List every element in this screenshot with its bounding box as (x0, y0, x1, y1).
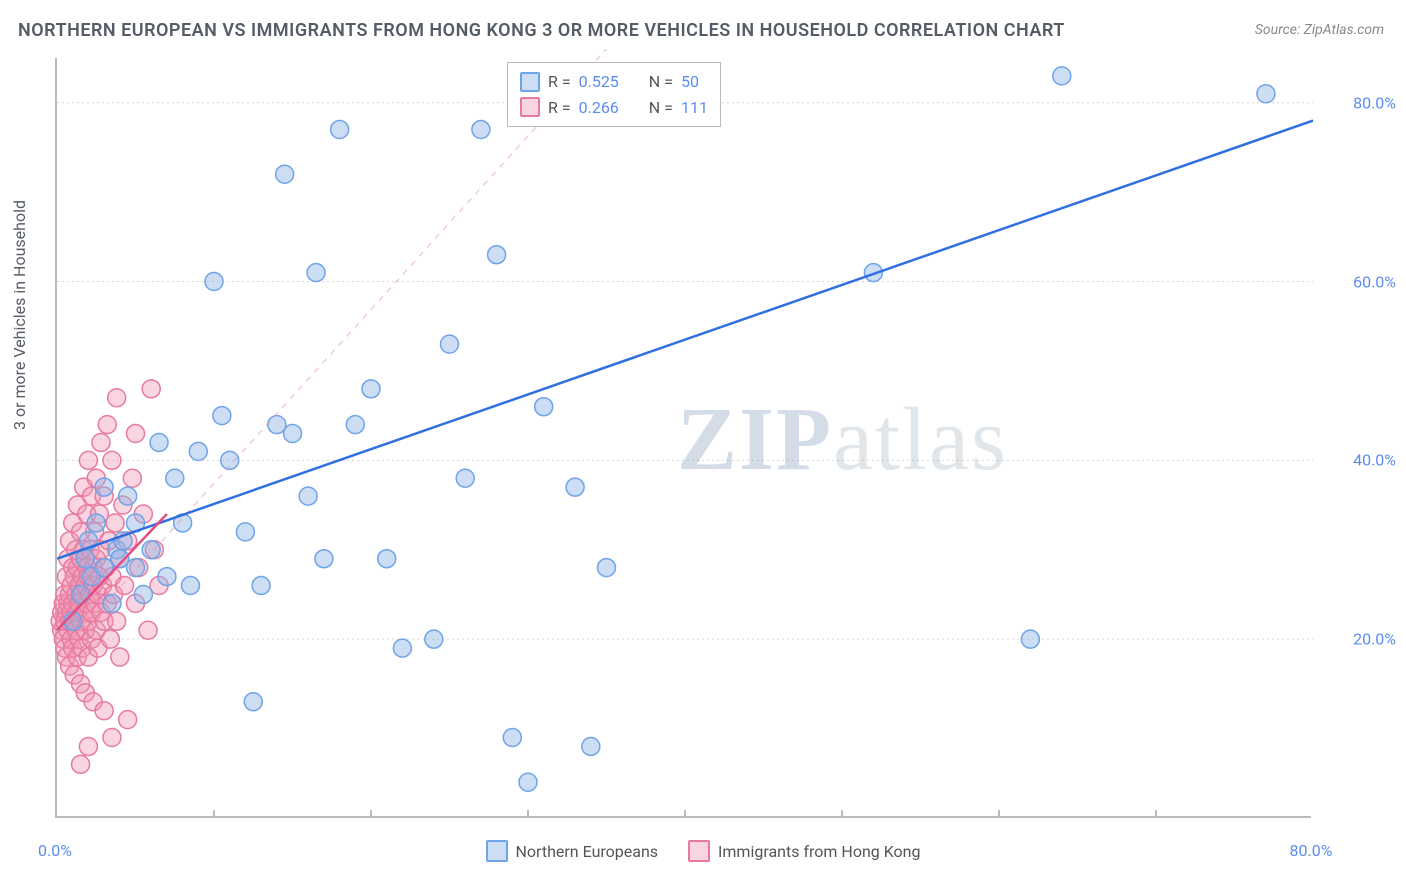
data-point (425, 630, 443, 648)
data-point (119, 487, 137, 505)
stat-n-value: 111 (681, 95, 708, 121)
data-point (123, 469, 141, 487)
data-point (535, 398, 553, 416)
stat-r-value: 0.525 (579, 69, 619, 95)
data-point (362, 380, 380, 398)
data-point (166, 469, 184, 487)
legend-label: Northern Europeans (516, 842, 659, 861)
data-point (127, 559, 145, 577)
stats-row: R = 0.525 N = 50 (520, 69, 708, 95)
y-tick-label: 80.0% (1353, 93, 1396, 112)
data-point (441, 335, 459, 353)
data-point (95, 478, 113, 496)
data-point (181, 577, 199, 595)
data-point (79, 737, 97, 755)
data-point (103, 729, 121, 747)
data-point (268, 416, 286, 434)
data-point (315, 550, 333, 568)
legend-swatch (520, 97, 540, 117)
data-point (472, 121, 490, 139)
data-point (299, 487, 317, 505)
chart-container: NORTHERN EUROPEAN VS IMMIGRANTS FROM HON… (0, 0, 1406, 892)
data-point (393, 639, 411, 657)
data-point (276, 165, 294, 183)
data-point (116, 577, 134, 595)
data-point (236, 523, 254, 541)
data-point (331, 121, 349, 139)
stat-n-value: 50 (681, 69, 699, 95)
legend-label: Immigrants from Hong Kong (718, 842, 920, 861)
legend-item: Immigrants from Hong Kong (688, 840, 920, 862)
data-point (72, 755, 90, 773)
data-point (566, 478, 584, 496)
data-point (108, 612, 126, 630)
plot-area: ZIPatlas R = 0.525N = 50R = 0.266N = 111 (55, 58, 1311, 818)
data-point (503, 729, 521, 747)
data-point (378, 550, 396, 568)
stat-n-label: N = (649, 69, 673, 95)
legend-item: Northern Europeans (486, 840, 659, 862)
correlation-stats-box: R = 0.525 N = 50 R = 0.266 N = 111 (507, 62, 721, 127)
data-point (189, 442, 207, 460)
series-legend: Northern Europeans Immigrants from Hong K… (0, 840, 1406, 862)
data-point (488, 246, 506, 264)
data-point (213, 407, 231, 425)
data-point (103, 451, 121, 469)
y-tick-label: 40.0% (1353, 451, 1396, 470)
x-tick-label: 80.0% (1290, 841, 1333, 860)
stats-row: R = 0.266 N = 111 (520, 95, 708, 121)
data-point (142, 541, 160, 559)
data-point (1053, 67, 1071, 85)
data-point (76, 550, 94, 568)
data-point (150, 433, 168, 451)
stat-n-label: N = (649, 95, 673, 121)
x-tick-label: 0.0% (38, 841, 72, 860)
trend-line (57, 121, 1313, 559)
data-point (101, 630, 119, 648)
source-attribution: Source: ZipAtlas.com (1255, 22, 1384, 38)
y-axis-label: 3 or more Vehicles in Household (10, 200, 29, 430)
chart-title: NORTHERN EUROPEAN VS IMMIGRANTS FROM HON… (18, 20, 1065, 41)
data-point (139, 621, 157, 639)
data-point (72, 585, 90, 603)
data-point (92, 433, 110, 451)
data-point (127, 425, 145, 443)
data-point (598, 559, 616, 577)
data-point (106, 514, 124, 532)
data-point (456, 469, 474, 487)
data-point (582, 737, 600, 755)
data-point (142, 380, 160, 398)
data-point (98, 416, 116, 434)
y-tick-label: 20.0% (1353, 630, 1396, 649)
data-point (1257, 85, 1275, 103)
data-point (252, 577, 270, 595)
legend-swatch (688, 840, 710, 862)
data-point (519, 773, 537, 791)
data-point (119, 711, 137, 729)
data-point (79, 451, 97, 469)
legend-swatch (520, 72, 540, 92)
data-point (111, 648, 129, 666)
data-point (1021, 630, 1039, 648)
data-point (134, 585, 152, 603)
data-point (108, 389, 126, 407)
data-point (95, 702, 113, 720)
data-point (346, 416, 364, 434)
data-point (205, 273, 223, 291)
stat-r-label: R = (548, 95, 571, 121)
data-point (87, 514, 105, 532)
data-point (307, 264, 325, 282)
stat-r-label: R = (548, 69, 571, 95)
data-point (158, 568, 176, 586)
y-tick-label: 60.0% (1353, 272, 1396, 291)
data-point (244, 693, 262, 711)
stat-r-value: 0.266 (579, 95, 619, 121)
data-point (284, 425, 302, 443)
scatter-svg (57, 58, 1313, 818)
legend-swatch (486, 840, 508, 862)
